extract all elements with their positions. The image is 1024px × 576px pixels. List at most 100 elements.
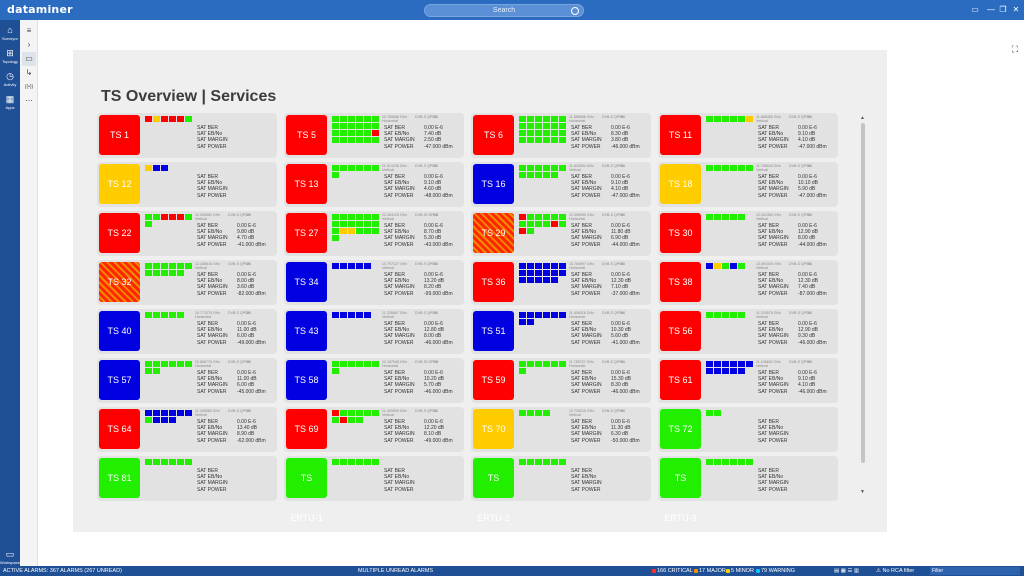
service-tile[interactable]: TS 32	[99, 262, 140, 302]
service-tile[interactable]: TS 11	[660, 115, 701, 155]
alarm-indicator-dot[interactable]	[706, 263, 713, 269]
alarm-indicator-dot[interactable]	[559, 221, 566, 227]
alarm-indicator-dot[interactable]	[348, 312, 355, 318]
service-tile[interactable]: TS 56	[660, 311, 701, 351]
alarm-indicator-dot[interactable]	[372, 116, 379, 122]
service-tile[interactable]: TS 1	[99, 115, 140, 155]
hamburger-menu-icon[interactable]: ≡	[22, 24, 36, 38]
alarm-indicator-dot[interactable]	[730, 459, 737, 465]
alarm-indicator-dot[interactable]	[519, 368, 526, 374]
service-tile[interactable]: TS 81	[99, 458, 140, 498]
alarm-indicator-dot[interactable]	[527, 459, 534, 465]
alarm-indicator-dot[interactable]	[372, 123, 379, 129]
alarm-indicator-dot[interactable]	[535, 361, 542, 367]
alarm-indicator-dot[interactable]	[738, 459, 745, 465]
alarm-indicator-dot[interactable]	[714, 459, 721, 465]
alarm-indicator-dot[interactable]	[543, 270, 550, 276]
alarm-indicator-dot[interactable]	[519, 116, 526, 122]
alarm-indicator-dot[interactable]	[543, 172, 550, 178]
alarm-indicator-dot[interactable]	[169, 263, 176, 269]
alarm-indicator-dot[interactable]	[543, 277, 550, 283]
alarm-indicator-dot[interactable]	[332, 116, 339, 122]
service-tile[interactable]: TS 69	[286, 409, 327, 449]
alarm-indicator-dot[interactable]	[153, 312, 160, 318]
alarm-indicator-dot[interactable]	[535, 221, 542, 227]
alarm-indicator-dot[interactable]	[527, 165, 534, 171]
alarm-indicator-dot[interactable]	[535, 116, 542, 122]
alarm-indicator-dot[interactable]	[730, 165, 737, 171]
alarm-indicator-dot[interactable]	[551, 312, 558, 318]
fullscreen-icon[interactable]: ⛶	[1012, 44, 1018, 55]
alarm-indicator-dot[interactable]	[527, 312, 534, 318]
alarm-indicator-dot[interactable]	[169, 116, 176, 122]
alarm-indicator-dot[interactable]	[551, 263, 558, 269]
alarm-indicator-dot[interactable]	[332, 263, 339, 269]
sidebar-item-topology[interactable]: ⊞ Topology	[0, 45, 20, 69]
alarm-indicator-dot[interactable]	[177, 116, 184, 122]
service-tile[interactable]: TS 5	[286, 115, 327, 155]
scroll-up-icon[interactable]: ▲	[860, 115, 865, 121]
alarm-indicator-dot[interactable]	[356, 137, 363, 143]
alarm-indicator-dot[interactable]	[177, 459, 184, 465]
alarm-indicator-dot[interactable]	[340, 137, 347, 143]
service-tile[interactable]: TS 22	[99, 213, 140, 253]
alarm-indicator-dot[interactable]	[145, 116, 152, 122]
alarm-indicator-dot[interactable]	[714, 368, 721, 374]
alarm-indicator-dot[interactable]	[519, 172, 526, 178]
service-card[interactable]: TS ERTU-3SAT BERSAT EB/NoSAT MARGINSAT P…	[658, 456, 838, 501]
alarm-indicator-dot[interactable]	[730, 116, 737, 122]
alarm-indicator-dot[interactable]	[364, 228, 371, 234]
alarm-indicator-dot[interactable]	[551, 361, 558, 367]
alarm-indicator-dot[interactable]	[559, 214, 566, 220]
service-tile[interactable]: TS 30	[660, 213, 701, 253]
alarm-indicator-dot[interactable]	[348, 417, 355, 423]
service-tile[interactable]: TS 13	[286, 164, 327, 204]
alarm-indicator-dot[interactable]	[519, 319, 526, 325]
alarm-indicator-dot[interactable]	[746, 165, 753, 171]
alarm-indicator-dot[interactable]	[356, 410, 363, 416]
service-card[interactable]: TS 7012.726016 GHzVerticalDVB-S QPSK3/4S…	[471, 407, 651, 452]
visual-overview-icon[interactable]: ▭	[22, 52, 36, 66]
alarm-indicator-dot[interactable]	[559, 361, 566, 367]
alarm-indicator-dot[interactable]	[722, 459, 729, 465]
alarm-indicator-dot[interactable]	[722, 116, 729, 122]
alarm-indicator-dot[interactable]	[356, 123, 363, 129]
alarm-indicator-dot[interactable]	[185, 459, 192, 465]
alarm-indicator-dot[interactable]	[332, 459, 339, 465]
alarm-indicator-dot[interactable]	[559, 137, 566, 143]
alarm-indicator-dot[interactable]	[340, 116, 347, 122]
alarm-indicator-dot[interactable]	[527, 123, 534, 129]
alarm-indicator-dot[interactable]	[356, 228, 363, 234]
alarm-indicator-dot[interactable]	[543, 123, 550, 129]
service-card[interactable]: TS 1SAT BERSAT EB/NoSAT MARGINSAT POWER	[97, 113, 277, 158]
alarm-indicator-dot[interactable]	[519, 270, 526, 276]
alarm-indicator-dot[interactable]	[706, 214, 713, 220]
alarm-indicator-dot[interactable]	[543, 214, 550, 220]
service-card[interactable]: TS 5611.220576 GHzVerticalDVB-S QPSK3/4S…	[658, 309, 838, 354]
minor-count[interactable]: 5 MINOR	[726, 566, 754, 576]
alarm-indicator-dot[interactable]	[535, 410, 542, 416]
service-tile[interactable]: TS 16	[473, 164, 514, 204]
alarm-indicator-dot[interactable]	[730, 368, 737, 374]
alarm-indicator-dot[interactable]	[746, 361, 753, 367]
alarm-indicator-dot[interactable]	[185, 410, 192, 416]
service-tile[interactable]: TS 51	[473, 311, 514, 351]
alarm-indicator-dot[interactable]	[364, 130, 371, 136]
alarm-indicator-dot[interactable]	[153, 263, 160, 269]
alarm-indicator-dot[interactable]	[738, 165, 745, 171]
alarm-indicator-dot[interactable]	[746, 116, 753, 122]
service-card[interactable]: TS 6911.493909 GHzVerticalDVB-S QPSK3/4S…	[284, 407, 464, 452]
alarm-indicator-dot[interactable]	[161, 410, 168, 416]
alarm-indicator-dot[interactable]	[543, 221, 550, 227]
alarm-indicator-dot[interactable]	[364, 123, 371, 129]
service-tile[interactable]: TS 40	[99, 311, 140, 351]
service-tile[interactable]: TS 70	[473, 409, 514, 449]
alarm-indicator-dot[interactable]	[145, 312, 152, 318]
alarm-indicator-dot[interactable]	[730, 214, 737, 220]
alarm-indicator-dot[interactable]	[551, 459, 558, 465]
alarm-indicator-dot[interactable]	[364, 221, 371, 227]
alarm-indicator-dot[interactable]	[519, 165, 526, 171]
service-card[interactable]: TS ERTU-2SAT BERSAT EB/NoSAT MARGINSAT P…	[471, 456, 651, 501]
alarm-indicator-dot[interactable]	[145, 417, 152, 423]
scrollbar-thumb[interactable]	[861, 123, 865, 463]
